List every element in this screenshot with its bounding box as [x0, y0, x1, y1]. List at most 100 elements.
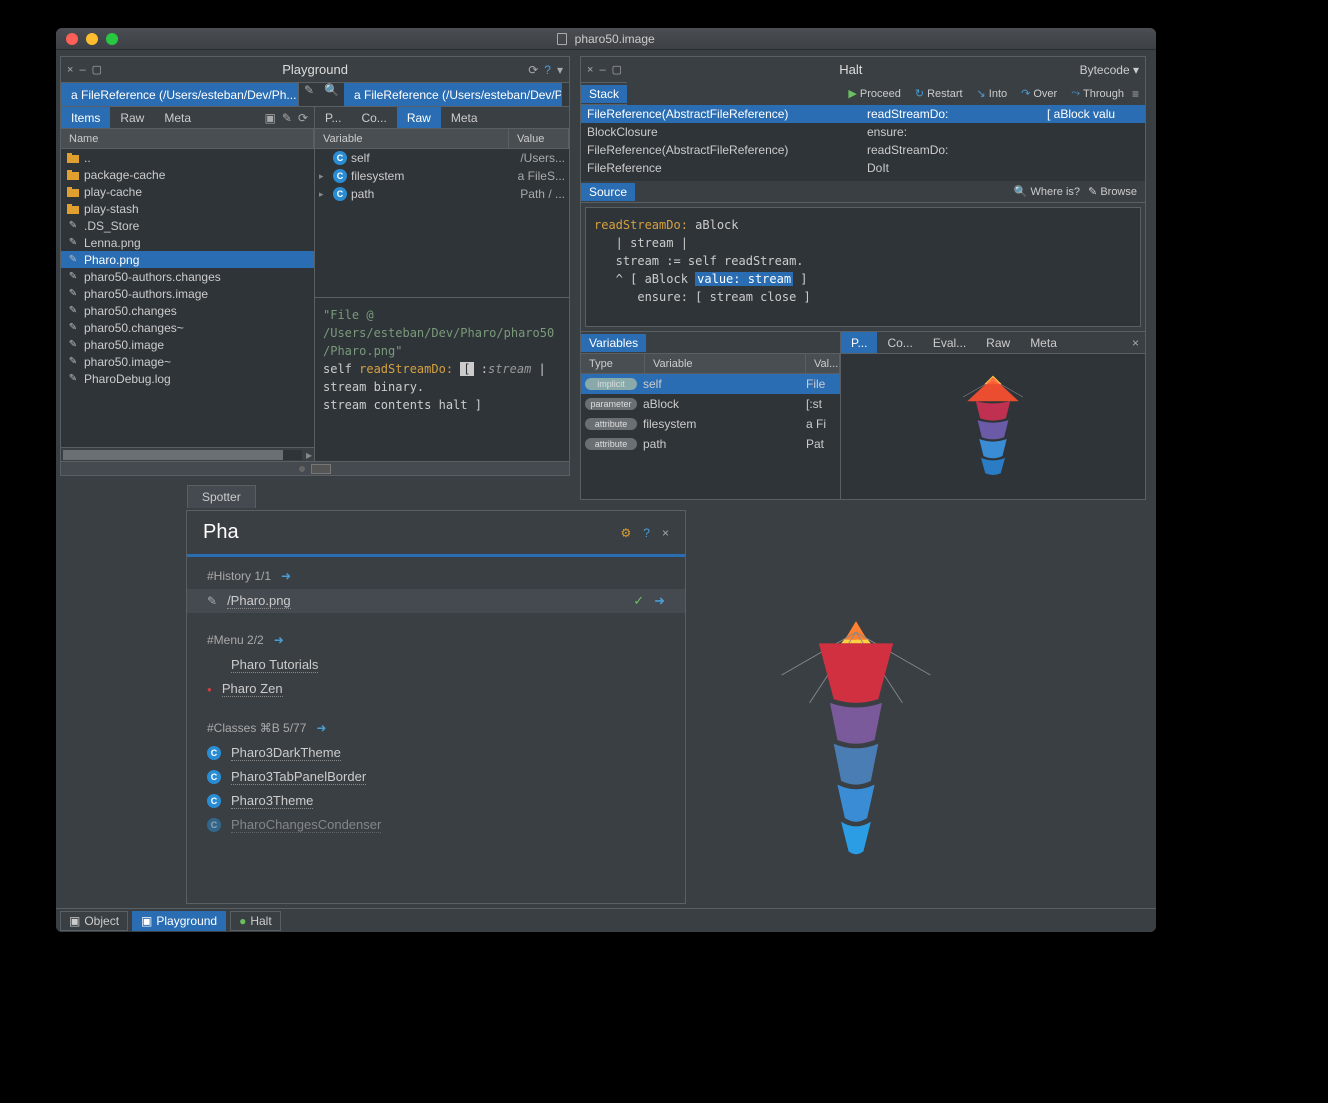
file-row[interactable]: ✎pharo50.changes~ [61, 319, 314, 336]
into-button[interactable]: ↘Into [971, 85, 1014, 103]
tab-fileref-right[interactable]: a FileReference (/Users/esteban/Dev/Ph..… [344, 83, 562, 106]
file-row[interactable]: .. [61, 149, 314, 166]
subtab-meta2[interactable]: Meta [441, 107, 488, 128]
debugger-var-row[interactable]: attributefilesystema Fi [581, 414, 840, 434]
arrow-icon[interactable]: ➜ [654, 593, 665, 609]
insp-tab-co[interactable]: Co... [877, 332, 922, 353]
insp-tab-eval[interactable]: Eval... [923, 332, 976, 353]
file-list[interactable]: ..package-cacheplay-cacheplay-stash✎.DS_… [61, 149, 314, 447]
debugger-var-row[interactable]: implicitselfFile [581, 374, 840, 394]
folder-icon [67, 186, 79, 198]
class-icon: C [333, 187, 347, 201]
file-row[interactable]: play-cache [61, 183, 314, 200]
pane-close-icon[interactable]: × [67, 64, 73, 76]
variable-row[interactable]: ▸Cfilesystema FileS... [315, 167, 569, 185]
spotter-input[interactable] [203, 521, 621, 544]
file-row[interactable]: ✎Pharo.png [61, 251, 314, 268]
subtab-p[interactable]: P... [315, 107, 351, 128]
spotter-results[interactable]: #History 1/1 ➜✎/Pharo.png✓➜#Menu 2/2 ➜Ph… [187, 557, 685, 903]
pane-maximize-icon[interactable]: ▢ [612, 63, 622, 76]
whereis-button[interactable]: 🔍 Where is? [1014, 185, 1080, 198]
subtab-co[interactable]: Co... [351, 107, 396, 128]
taskbar-object[interactable]: ▣ Object [60, 911, 128, 931]
gear-icon[interactable]: ⚙ [621, 526, 632, 540]
spotter-section-header: #Classes ⌘B 5/77 ➜ [187, 715, 685, 741]
file-row[interactable]: ✎.DS_Store [61, 217, 314, 234]
stack-row[interactable]: FileReference(AbstractFileReference)read… [581, 141, 1145, 159]
pane-minimize-icon[interactable]: – [599, 64, 605, 76]
help-icon[interactable]: ? [643, 526, 650, 540]
refresh-icon[interactable]: ⟳ [298, 111, 308, 125]
pane-minimize-icon[interactable]: – [79, 64, 85, 76]
scrollbar-horizontal[interactable]: ▸ [61, 447, 314, 461]
class-icon: C [207, 770, 221, 784]
spotter-result-row[interactable]: ✎/Pharo.png✓➜ [187, 589, 685, 613]
debugger-var-row[interactable]: attributepathPat [581, 434, 840, 454]
browse-button[interactable]: ✎ Browse [1088, 185, 1137, 198]
variable-row[interactable]: Cself/Users... [315, 149, 569, 167]
insp-tab-meta[interactable]: Meta [1020, 332, 1067, 353]
source-pane[interactable]: readStreamDo: aBlock | stream | stream :… [585, 207, 1141, 327]
stack-menu-icon[interactable]: ≡ [1132, 87, 1139, 101]
bytecode-menu[interactable]: Bytecode ▾ [1080, 63, 1139, 77]
debugger-var-list[interactable]: implicitselfFileparameteraBlock[:stattri… [581, 374, 840, 499]
taskbar-playground[interactable]: ▣ Playground [132, 911, 226, 931]
close-icon[interactable]: × [662, 526, 669, 540]
spotter-result-row[interactable]: ●Pharo Zen [187, 677, 685, 701]
variable-list[interactable]: Cself/Users...▸Cfilesystema FileS...▸Cpa… [315, 149, 569, 297]
taskbar: ▣ Object ▣ Playground ● Halt [56, 908, 1156, 932]
tab-fileref-left[interactable]: a FileReference (/Users/esteban/Dev/Ph..… [61, 83, 299, 106]
file-row[interactable]: package-cache [61, 166, 314, 183]
proceed-button[interactable]: ▶Proceed [842, 85, 906, 103]
debugger-var-row[interactable]: parameteraBlock[:st [581, 394, 840, 414]
spotter-result-row[interactable]: Pharo Tutorials [187, 653, 685, 677]
refresh-icon[interactable]: ⟳ [528, 63, 538, 77]
file-row[interactable]: ✎pharo50-authors.image [61, 285, 314, 302]
insp-tab-p[interactable]: P... [841, 332, 877, 353]
insp-tab-raw[interactable]: Raw [976, 332, 1020, 353]
search-icon[interactable]: 🔍 [319, 83, 344, 106]
subtab-meta[interactable]: Meta [154, 107, 201, 128]
spotter-result-row[interactable]: CPharo3DarkTheme [187, 741, 685, 765]
file-row[interactable]: ✎PharoDebug.log [61, 370, 314, 387]
titlebar: pharo50.image [56, 28, 1156, 50]
file-row[interactable]: ✎pharo50.image~ [61, 353, 314, 370]
file-row[interactable]: ✎pharo50-authors.changes [61, 268, 314, 285]
close-icon[interactable]: × [1132, 336, 1139, 350]
code-pane[interactable]: "File @/Users/esteban/Dev/Pharo/pharo50/… [315, 297, 569, 462]
spotter-result-row[interactable]: CPharo3TabPanelBorder [187, 765, 685, 789]
spotter-result-row[interactable]: CPharo3Theme [187, 789, 685, 813]
menu-icon[interactable]: ▾ [557, 63, 563, 77]
class-icon: C [333, 169, 347, 183]
through-button[interactable]: ⤳Through [1065, 85, 1130, 103]
pager[interactable] [61, 461, 569, 475]
inspector-subtabs: P... Co... Raw Meta [315, 107, 569, 129]
file-row[interactable]: ✎pharo50.image [61, 336, 314, 353]
file-row[interactable]: play-stash [61, 200, 314, 217]
file-row[interactable]: ✎Lenna.png [61, 234, 314, 251]
stack-row[interactable]: FileReference(AbstractFileReference)read… [581, 105, 1145, 123]
file-icon: ✎ [67, 322, 79, 334]
spotter-section-header: #Menu 2/2 ➜ [187, 627, 685, 653]
file-row[interactable]: ✎pharo50.changes [61, 302, 314, 319]
folder-icon[interactable]: ▣ [265, 111, 276, 125]
taskbar-halt[interactable]: ● Halt [230, 911, 281, 931]
spotter-result-row[interactable]: CPharoChangesCondenser [187, 813, 685, 837]
stack-section-bar: Stack ▶Proceed ↻Restart ↘Into ↷Over ⤳Thr… [581, 83, 1145, 105]
edit-icon[interactable]: ✎ [299, 83, 319, 106]
subtab-raw2[interactable]: Raw [397, 107, 441, 128]
stack-list[interactable]: FileReference(AbstractFileReference)read… [581, 105, 1145, 181]
stack-row[interactable]: BlockClosureensure: [581, 123, 1145, 141]
edit-icon[interactable]: ✎ [282, 111, 292, 125]
subtab-raw[interactable]: Raw [110, 107, 154, 128]
spotter-tab[interactable]: Spotter [187, 485, 256, 508]
pane-maximize-icon[interactable]: ▢ [92, 63, 102, 76]
stack-row[interactable]: FileReferenceDoIt [581, 159, 1145, 177]
check-icon[interactable]: ✓ [633, 593, 644, 609]
help-icon[interactable]: ? [544, 63, 551, 77]
variable-row[interactable]: ▸CpathPath / ... [315, 185, 569, 203]
pane-close-icon[interactable]: × [587, 64, 593, 76]
over-button[interactable]: ↷Over [1015, 85, 1063, 103]
subtab-items[interactable]: Items [61, 107, 110, 128]
restart-button[interactable]: ↻Restart [909, 85, 969, 103]
